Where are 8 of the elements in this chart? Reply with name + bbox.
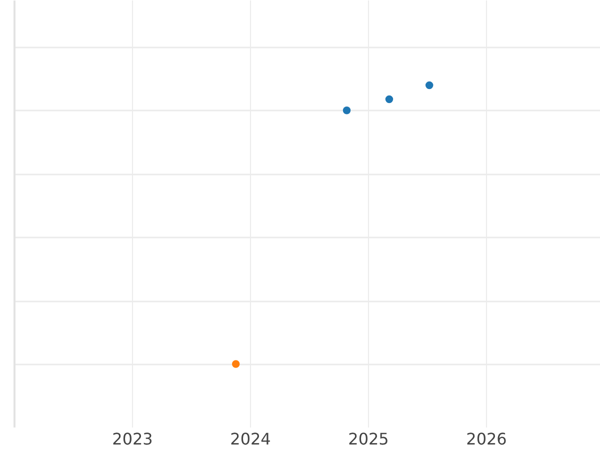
- x-tick-label: 2025: [348, 430, 389, 448]
- point: [385, 95, 394, 104]
- x-tick-label: 2023: [112, 430, 153, 448]
- point: [425, 81, 434, 90]
- point: [232, 360, 240, 368]
- point: [342, 106, 351, 114]
- x-tick-label: 2024: [230, 430, 271, 448]
- x-tick-label: 2026: [466, 430, 507, 448]
